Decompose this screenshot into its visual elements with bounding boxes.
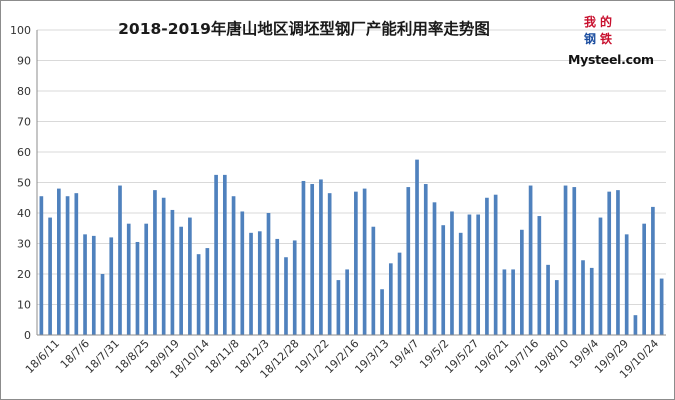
axes xyxy=(36,30,666,336)
y-tick-label: 80 xyxy=(17,85,31,98)
bar xyxy=(74,193,79,335)
bar xyxy=(231,196,236,335)
bar xyxy=(388,263,393,335)
bar xyxy=(406,187,411,335)
bar xyxy=(284,257,288,335)
bar-series xyxy=(39,159,664,336)
bar xyxy=(589,267,594,335)
y-tick-label: 10 xyxy=(17,299,31,312)
bar xyxy=(48,217,52,335)
bar xyxy=(310,184,315,335)
bar xyxy=(126,223,131,335)
bar xyxy=(633,315,638,335)
bar xyxy=(266,213,271,335)
bar xyxy=(415,159,419,336)
logo-char: 的 xyxy=(599,15,612,29)
x-tick-label: 18/6/11 xyxy=(23,337,62,376)
y-axis-ticks: 0 10 20 30 40 50 60 70 80 90 100 xyxy=(10,24,31,342)
bar xyxy=(170,209,175,335)
bar xyxy=(275,238,280,335)
bar xyxy=(83,234,87,335)
bar xyxy=(109,237,114,335)
bar xyxy=(292,240,297,335)
bar xyxy=(651,206,655,335)
bar xyxy=(537,216,542,335)
y-tick-label: 30 xyxy=(17,238,31,251)
x-axis-ticks: 18/6/1118/7/618/7/3118/8/2518/9/1918/10/… xyxy=(23,337,661,381)
mysteel-logo: 我 的 钢 铁 Mysteel.com xyxy=(568,14,660,76)
bar xyxy=(554,280,559,335)
bar xyxy=(240,211,245,335)
logo-text: Mysteel.com xyxy=(568,52,654,67)
bar xyxy=(257,231,262,335)
bar xyxy=(161,197,166,335)
bar xyxy=(301,180,306,335)
bar xyxy=(100,274,105,335)
bar xyxy=(249,232,253,335)
bar xyxy=(659,278,664,335)
bar xyxy=(65,196,70,335)
bar xyxy=(397,252,402,335)
bar xyxy=(135,241,140,335)
bar xyxy=(642,223,646,335)
bar xyxy=(572,187,577,335)
bar xyxy=(476,214,481,335)
bar xyxy=(616,190,620,336)
bar xyxy=(144,223,149,335)
bar xyxy=(118,185,122,335)
bar xyxy=(336,280,341,335)
bar xyxy=(423,184,428,335)
bar xyxy=(485,197,489,335)
bar xyxy=(450,211,454,335)
y-tick-label: 90 xyxy=(17,55,31,68)
bar xyxy=(327,193,332,335)
bar xyxy=(432,202,437,335)
bar xyxy=(362,188,367,335)
bar xyxy=(196,254,201,335)
bar xyxy=(528,185,533,335)
bar xyxy=(57,188,61,335)
bar xyxy=(502,269,507,335)
bar xyxy=(467,214,472,335)
logo-char: 我 xyxy=(583,15,596,29)
gridlines xyxy=(37,29,666,305)
bar xyxy=(354,191,358,335)
logo-char: 钢 xyxy=(583,32,596,46)
y-tick-label: 100 xyxy=(10,24,31,37)
bar xyxy=(188,217,192,335)
y-tick-label: 60 xyxy=(17,146,31,159)
y-tick-label: 20 xyxy=(17,268,31,281)
y-tick-label: 50 xyxy=(17,177,31,190)
logo-char: 铁 xyxy=(599,32,612,46)
bar xyxy=(598,217,603,335)
bar xyxy=(319,179,323,335)
bar xyxy=(380,289,384,335)
bar xyxy=(581,260,585,335)
bar xyxy=(607,191,612,335)
bar xyxy=(345,269,349,335)
bar xyxy=(153,190,157,336)
bar xyxy=(458,232,463,335)
x-tick-label: 19/4/7 xyxy=(387,337,421,371)
y-tick-label: 0 xyxy=(24,329,31,342)
bar xyxy=(205,248,210,335)
bar xyxy=(179,226,183,335)
bar xyxy=(493,194,498,335)
bar xyxy=(91,235,96,336)
bar xyxy=(511,269,515,335)
bar xyxy=(546,264,550,335)
chart-title: 2018-2019年唐山地区调坯型钢厂产能利用率走势图 xyxy=(118,20,490,38)
y-tick-label: 40 xyxy=(17,207,31,220)
bar xyxy=(214,174,218,336)
bar xyxy=(441,225,446,335)
bar xyxy=(222,174,227,336)
bar xyxy=(371,226,376,335)
bar xyxy=(624,234,629,335)
bar xyxy=(39,196,44,335)
bar xyxy=(520,229,524,335)
y-tick-label: 70 xyxy=(17,116,31,129)
bar xyxy=(563,185,568,335)
